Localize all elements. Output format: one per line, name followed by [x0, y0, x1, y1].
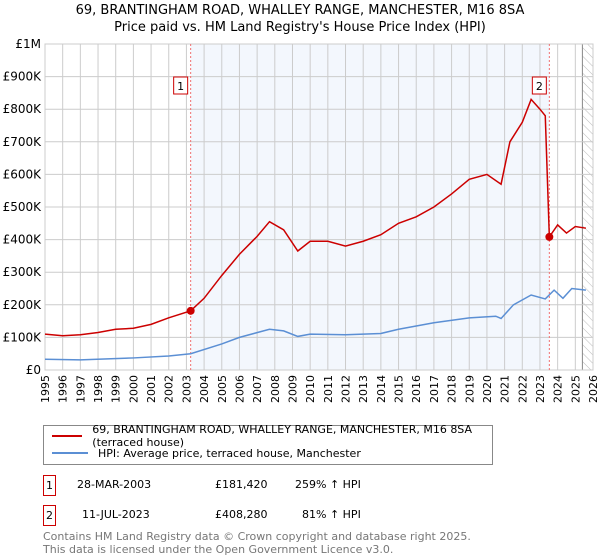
legend: 69, BRANTINGHAM ROAD, WHALLEY RANGE, MAN… — [43, 423, 493, 465]
x-tick-label: 2023 — [534, 375, 547, 403]
x-tick-label: 2006 — [233, 375, 246, 403]
x-tick-label: 1998 — [92, 375, 105, 403]
x-tick-label: 2007 — [251, 375, 264, 403]
sale-price: £408,280 — [215, 508, 268, 521]
x-tick-label: 2009 — [286, 375, 299, 403]
sale-hpi: 259% ↑ HPI — [295, 478, 361, 491]
x-tick-label: 2003 — [180, 375, 193, 403]
series-line — [44, 287, 587, 361]
y-tick-label: £0 — [26, 363, 41, 377]
x-tick-label: 2013 — [357, 375, 370, 403]
footer-line: Contains HM Land Registry data © Crown c… — [43, 530, 471, 543]
x-tick-label: 1999 — [110, 375, 123, 403]
y-tick-label: £400K — [3, 233, 43, 247]
y-tick-label: £200K — [3, 298, 43, 312]
x-tick-label: 1997 — [74, 375, 87, 403]
footer: Contains HM Land Registry data © Crown c… — [43, 530, 471, 556]
x-tick-label: 2018 — [446, 375, 459, 403]
plot-area: 1995 1996 1997 1998 1999 2000 2001 2002 2003 2004… — [3, 37, 600, 403]
sale-marker-box — [173, 76, 189, 95]
legend-swatch — [52, 435, 83, 437]
sale-marker-box — [531, 76, 547, 95]
legend-label: 69, BRANTINGHAM ROAD, WHALLEY RANGE, MAN… — [92, 423, 473, 449]
chart-title: 69, BRANTINGHAM ROAD, WHALLEY RANGE, MAN… — [75, 3, 525, 18]
y-tick-label: £800K — [3, 102, 43, 116]
x-tick-label: 2022 — [516, 375, 529, 403]
sale-date: 11-JUL-2023 — [82, 508, 150, 521]
x-tick-label: 2025 — [569, 375, 582, 403]
y-tick-label: £700K — [3, 135, 43, 149]
x-tick-label: 1996 — [57, 375, 70, 403]
sale-marker-label: 2 — [536, 80, 543, 93]
x-tick-label: 2015 — [393, 375, 406, 403]
x-tick-label: 2014 — [375, 375, 388, 403]
series-line — [44, 98, 587, 337]
sale-row: 2 11-JUL-2023 £408,280 81% ↑ HPI — [43, 505, 443, 526]
x-tick-label: 2026 — [587, 375, 600, 403]
y-tick-label: £600K — [3, 167, 43, 181]
y-tick-label: £300K — [3, 265, 43, 279]
y-tick-label: £900K — [3, 70, 43, 84]
x-tick-label: 2017 — [428, 375, 441, 403]
chart-subtitle: Price paid vs. HM Land Registry's House … — [114, 20, 486, 35]
x-tick-label: 2000 — [127, 375, 140, 403]
sale-point — [186, 306, 195, 315]
y-tick-label: £500K — [3, 200, 43, 214]
sale-hpi: 81% ↑ HPI — [302, 508, 361, 521]
x-tick-label: 1995 — [39, 375, 52, 403]
legend-label: HPI: Average price, terraced house, Manc… — [98, 446, 361, 460]
x-tick-label: 2019 — [463, 375, 476, 403]
y-tick-label: £1M — [15, 37, 41, 51]
x-tick-label: 2001 — [145, 375, 158, 403]
x-tick-label: 2005 — [216, 375, 229, 403]
x-tick-label: 2004 — [198, 375, 211, 403]
legend-swatch — [52, 452, 88, 454]
x-tick-label: 2012 — [340, 375, 353, 403]
sale-point — [545, 232, 554, 241]
sale-marker-badge: 2 — [43, 505, 56, 526]
x-tick-label: 2010 — [304, 375, 317, 403]
x-tick-label: 2008 — [269, 375, 282, 403]
sale-row: 1 28-MAR-2003 £181,420 259% ↑ HPI — [43, 475, 443, 496]
legend-item-property: 69, BRANTINGHAM ROAD, WHALLEY RANGE, MAN… — [52, 423, 492, 449]
legend-item-hpi: HPI: Average price, terraced house, Manc… — [52, 445, 361, 461]
x-tick-label: 2021 — [499, 375, 512, 403]
sale-marker-label: 1 — [177, 80, 184, 93]
x-tick-label: 2020 — [481, 375, 494, 403]
x-tick-label: 2024 — [552, 375, 565, 403]
y-tick-label: £100K — [3, 330, 43, 344]
sale-marker-badge: 1 — [43, 475, 56, 496]
sale-price: £181,420 — [215, 478, 268, 491]
footer-line: This data is licensed under the Open Gov… — [43, 543, 394, 556]
x-tick-label: 2002 — [163, 375, 176, 403]
x-tick-label: 2016 — [410, 375, 423, 403]
sale-date: 28-MAR-2003 — [77, 478, 152, 491]
x-tick-label: 2011 — [322, 375, 335, 403]
